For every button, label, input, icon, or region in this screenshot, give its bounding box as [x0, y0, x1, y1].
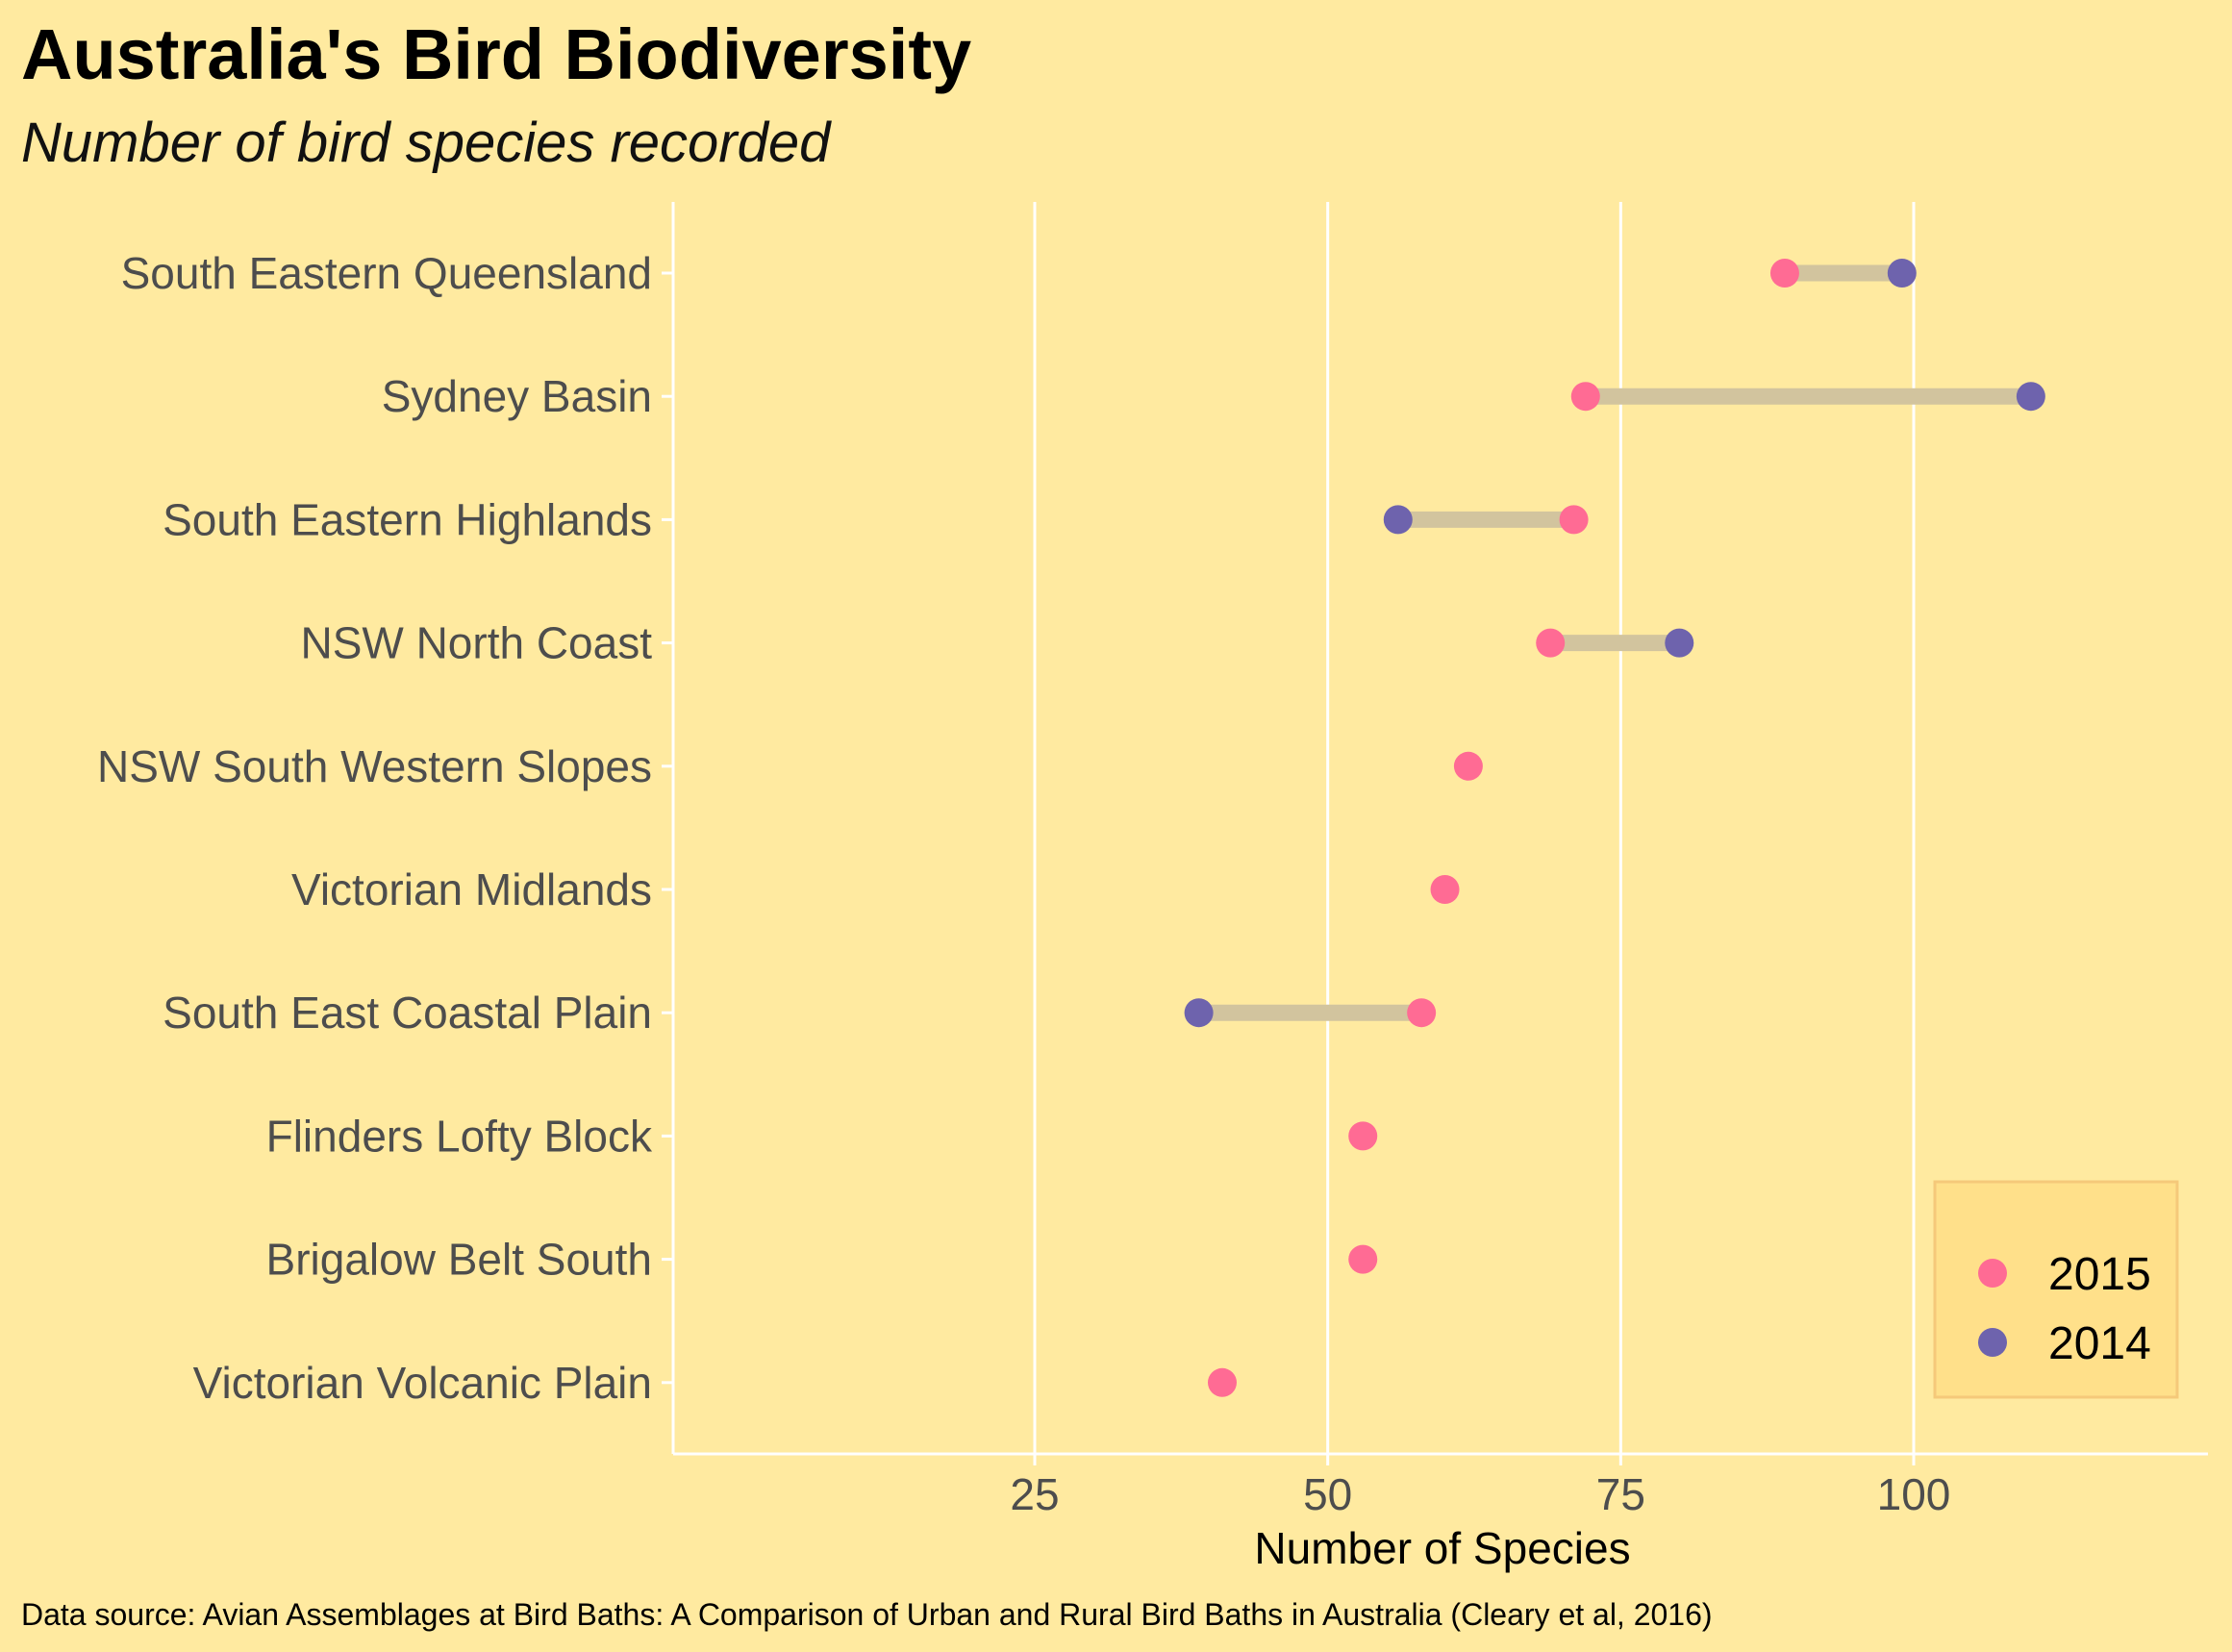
legend: 2015 2014: [1933, 1180, 2179, 1399]
point-2014: [1665, 628, 1694, 658]
x-tick-labels: 25 50 75 100: [1010, 1469, 1950, 1519]
legend-key-2014: [1978, 1328, 2007, 1357]
y-tick-label: Victorian Volcanic Plain: [193, 1358, 652, 1408]
y-tick-label: South Eastern Highlands: [163, 494, 652, 544]
point-2015: [1348, 1244, 1378, 1274]
y-tick-label: South East Coastal Plain: [163, 988, 652, 1038]
y-tick-label: Brigalow Belt South: [266, 1235, 652, 1285]
point-2015: [1559, 505, 1589, 535]
dumbbell-segments: [1198, 264, 2031, 1021]
point-2015: [1536, 628, 1566, 658]
x-tick-label: 50: [1303, 1469, 1352, 1519]
point-2015: [1348, 1121, 1378, 1151]
x-tick-label: 75: [1596, 1469, 1645, 1519]
x-tick-label: 100: [1877, 1469, 1951, 1519]
x-tick-label: 25: [1010, 1469, 1059, 1519]
legend-key-2015: [1978, 1259, 2007, 1288]
axes: [662, 202, 2208, 1465]
chart-subtitle: Number of bird species recorded: [21, 112, 832, 174]
data-source-caption: Data source: Avian Assemblages at Bird B…: [21, 1597, 1713, 1632]
y-tick-label: Flinders Lofty Block: [266, 1111, 653, 1161]
y-tick-label: Sydney Basin: [382, 371, 652, 421]
point-2014: [1383, 505, 1413, 535]
point-2015: [1453, 751, 1483, 781]
y-tick-label: NSW North Coast: [300, 618, 652, 668]
point-2015: [1769, 259, 1799, 288]
legend-box: [1933, 1180, 2179, 1399]
legend-label-2014: 2014: [2048, 1318, 2151, 1369]
point-2015: [1207, 1367, 1237, 1397]
point-2014: [2016, 382, 2045, 412]
chart-title: Australia's Bird Biodiversity: [21, 14, 971, 94]
y-tick-label: Victorian Midlands: [291, 864, 652, 914]
point-2014: [1887, 259, 1917, 288]
y-tick-label: NSW South Western Slopes: [97, 741, 652, 791]
point-2015: [1570, 382, 1600, 412]
grid-lines: [1033, 202, 1916, 1454]
point-2015: [1430, 875, 1460, 904]
y-tick-labels: South Eastern Queensland Sydney Basin Sout…: [97, 248, 653, 1408]
x-axis-title: Number of Species: [1254, 1523, 1630, 1573]
point-2015: [1407, 998, 1437, 1028]
y-tick-label: South Eastern Queensland: [121, 248, 652, 298]
point-2014: [1184, 998, 1214, 1028]
legend-label-2015: 2015: [2048, 1249, 2151, 1300]
data-points: [1184, 259, 2045, 1397]
